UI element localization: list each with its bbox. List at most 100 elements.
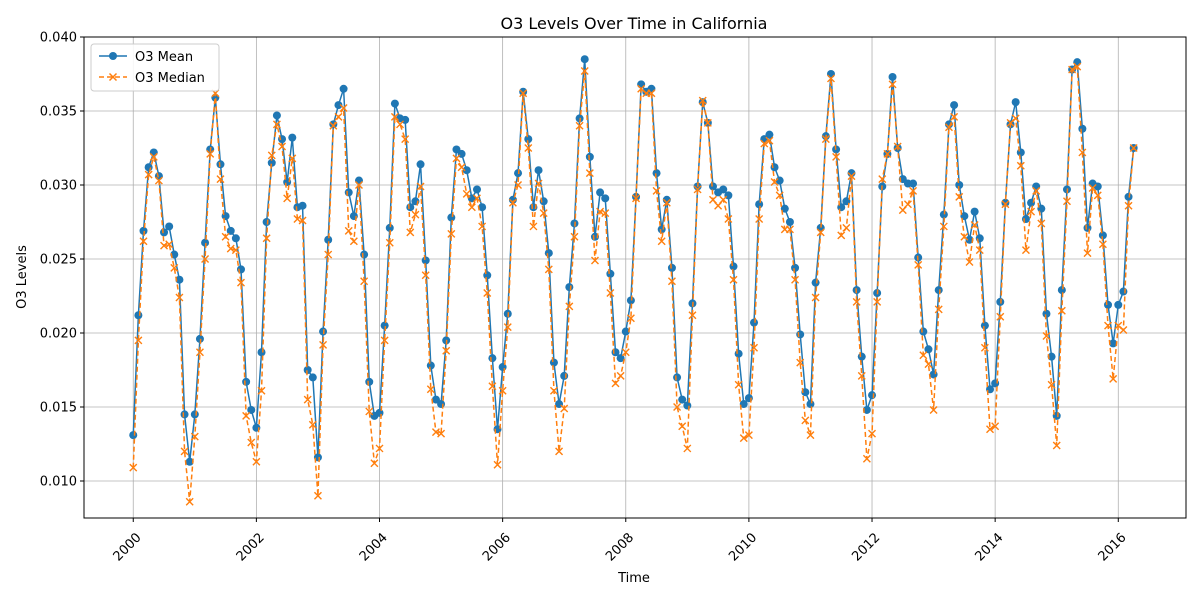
data-point <box>708 182 717 191</box>
data-point <box>678 422 687 431</box>
data-point <box>785 218 794 226</box>
legend-label-median: O3 Median <box>135 71 205 86</box>
data-point <box>724 215 733 224</box>
data-point <box>201 255 210 263</box>
data-point <box>396 120 405 129</box>
data-point <box>657 237 666 246</box>
data-point <box>508 198 517 207</box>
data-point <box>139 226 148 235</box>
data-point <box>965 235 974 244</box>
data-point <box>149 152 158 161</box>
data-point <box>319 327 328 336</box>
data-point <box>986 425 995 434</box>
data-point <box>242 377 251 386</box>
data-point <box>601 209 610 218</box>
data-point <box>426 361 435 370</box>
data-point <box>139 237 148 246</box>
data-point <box>288 154 297 163</box>
data-point <box>585 152 594 161</box>
data-point <box>760 139 769 148</box>
data-point <box>816 228 825 237</box>
data-point <box>601 194 610 203</box>
data-point <box>560 371 569 380</box>
legend-label-mean: O3 Mean <box>135 50 193 65</box>
data-point <box>965 257 974 266</box>
data-point <box>498 386 507 395</box>
data-point <box>944 123 953 132</box>
data-point <box>431 428 440 437</box>
data-point <box>160 241 169 250</box>
data-point <box>626 314 635 323</box>
data-point <box>693 185 702 194</box>
data-point <box>380 321 389 330</box>
data-point <box>1037 219 1046 228</box>
data-point <box>1124 192 1133 201</box>
data-point <box>411 210 420 219</box>
data-point <box>472 185 481 194</box>
data-point <box>283 194 292 203</box>
data-point <box>683 401 692 410</box>
data-point <box>950 112 959 121</box>
data-point <box>924 345 933 354</box>
data-point <box>247 438 256 447</box>
legend-marker-median <box>108 72 118 82</box>
data-point <box>673 373 682 382</box>
data-point <box>375 444 384 453</box>
data-point <box>272 120 281 129</box>
data-point <box>1021 246 1030 255</box>
data-point <box>349 237 358 246</box>
data-point <box>1052 441 1061 450</box>
data-point <box>1047 380 1056 389</box>
data-point <box>934 305 943 314</box>
data-point <box>324 250 333 259</box>
data-point <box>267 158 276 167</box>
y-axis-label: O3 Levels <box>15 245 30 309</box>
data-point <box>544 265 553 274</box>
data-point <box>236 278 245 287</box>
data-point <box>1129 144 1138 152</box>
x-tick-label: 2006 <box>480 530 514 564</box>
data-point <box>590 256 599 265</box>
data-point <box>652 186 661 195</box>
data-point <box>288 133 297 142</box>
data-point <box>549 358 558 367</box>
data-point <box>909 179 918 188</box>
chart-title: O3 Levels Over Time in California <box>501 14 768 33</box>
x-tick-label: 2000 <box>111 530 145 564</box>
data-point <box>1114 300 1123 309</box>
data-point <box>739 434 748 443</box>
x-tick-label: 2012 <box>849 530 883 564</box>
series-layer <box>129 55 1138 506</box>
data-point <box>729 275 738 284</box>
data-point <box>1093 191 1102 200</box>
data-point <box>385 223 394 232</box>
data-point <box>519 89 528 98</box>
data-point <box>524 144 533 152</box>
series-line <box>132 65 1135 502</box>
y-tick-label: 0.035 <box>40 105 77 120</box>
data-point <box>462 166 471 175</box>
data-point <box>570 232 579 241</box>
data-point <box>857 371 866 380</box>
x-tick-label: 2004 <box>357 530 391 564</box>
data-point <box>1062 197 1071 206</box>
data-point <box>852 297 861 306</box>
data-point <box>662 195 671 204</box>
data-point <box>231 246 240 255</box>
data-point <box>801 416 810 425</box>
data-point <box>868 429 877 438</box>
data-point <box>1042 309 1051 318</box>
data-point <box>401 135 410 144</box>
y-tick-label: 0.025 <box>40 253 77 268</box>
data-point <box>878 175 887 184</box>
x-tick-label: 2016 <box>1096 530 1130 564</box>
data-point <box>791 275 800 284</box>
data-point <box>329 121 338 130</box>
data-point <box>580 67 589 76</box>
legend: O3 Mean O3 Median <box>90 43 220 92</box>
data-point <box>437 400 446 409</box>
data-point <box>1078 148 1087 157</box>
data-point <box>980 343 989 352</box>
data-point <box>303 395 312 404</box>
